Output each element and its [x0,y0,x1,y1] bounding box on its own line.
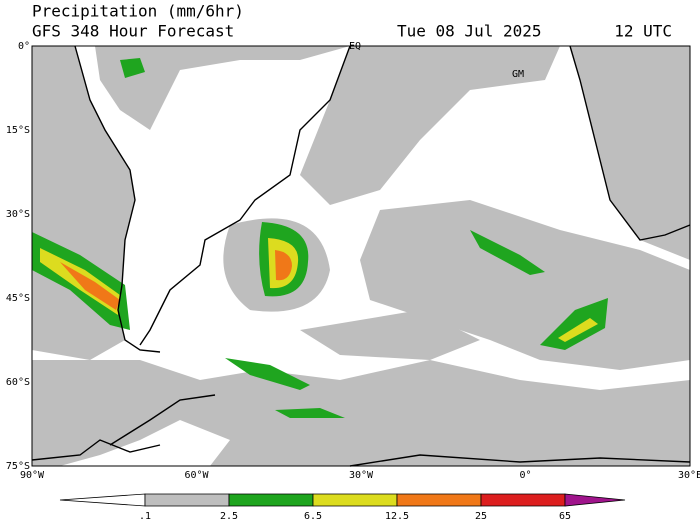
date: Tue 08 Jul 2025 [397,22,542,41]
lat-label: 75°S [6,461,30,472]
colorbar-label: 2.5 [220,511,238,522]
lon-label: 30°E [678,470,700,481]
colorbar-label: 65 [559,511,571,522]
colorbar-segment [228,493,314,507]
light-precip [32,46,690,466]
colorbar-segment [59,493,146,507]
colorbar-segment [396,493,482,507]
colorbar-segment [480,493,566,507]
colorbar-segment [564,493,626,507]
lat-label: 0° [18,41,30,52]
place-label: GM [512,69,524,80]
moderate-precip [32,58,608,418]
lon-label: 0° [519,470,531,481]
colorbar-label: 6.5 [304,511,322,522]
lat-label: 30°S [6,209,30,220]
lat-label: 60°S [6,377,30,388]
axis-labels: 0° 15°S 30°S 45°S 60°S 75°S90°W 60°W 30°W 0° 30°E [6,41,700,481]
colorbar-label: 12.5 [385,511,409,522]
colorbar-label: 25 [475,511,487,522]
lat-label: 15°S [6,125,30,136]
map-frame [31,45,691,467]
colorbar-segment [312,493,398,507]
colorbar-label: .1 [139,511,151,522]
lon-label: 30°W [349,470,374,481]
map: EQ GM [31,41,691,467]
colorbar-segment [144,493,230,507]
lat-label: 45°S [6,293,30,304]
place-label: EQ [349,41,361,52]
colorbar: .1 2.5 6.5 12.5 25 65 [59,493,626,522]
lon-label: 60°W [184,470,209,481]
subtitle: GFS 348 Hour Forecast [32,22,234,41]
lon-label: 90°W [20,470,45,481]
title: Precipitation (mm/6hr) [32,2,244,21]
coastlines [31,45,691,467]
time: 12 UTC [614,22,672,41]
